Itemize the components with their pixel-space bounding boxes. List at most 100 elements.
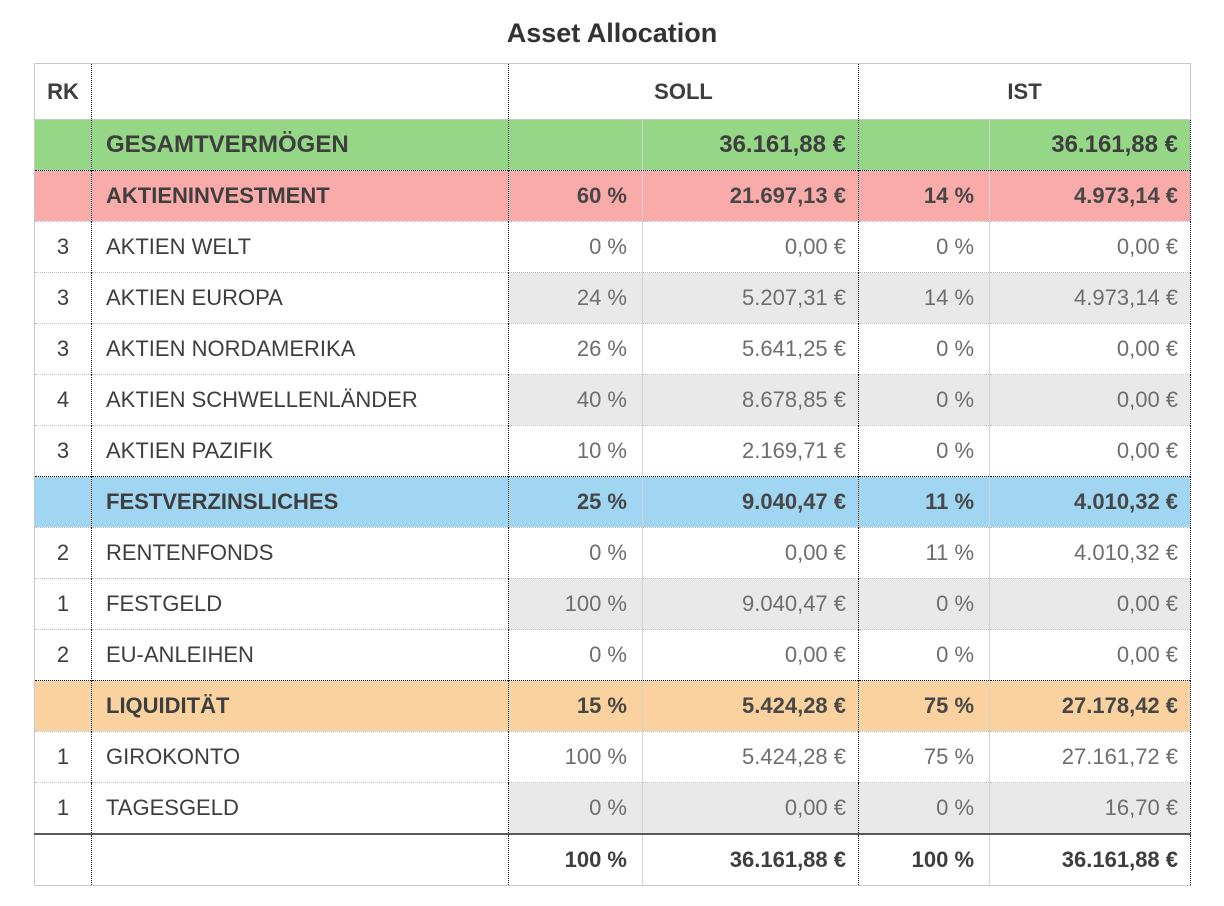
cell-ist-amount[interactable]: 0,00 € (989, 425, 1192, 477)
cell-rk[interactable] (34, 476, 92, 528)
cell-soll-percent[interactable]: 15 % (508, 680, 643, 732)
cell-soll-amount[interactable]: 0,00 € (642, 527, 860, 579)
cell-soll-amount[interactable]: 9.040,47 € (642, 476, 860, 528)
cell-rk[interactable]: 1 (34, 731, 92, 783)
cell-soll-percent[interactable]: 100 % (508, 833, 643, 886)
cell-ist-percent[interactable]: 100 % (858, 833, 991, 886)
cell-rk[interactable]: 1 (34, 782, 92, 834)
cell-soll-percent[interactable]: 100 % (508, 578, 643, 630)
column-header-rk[interactable]: RK (34, 63, 92, 120)
column-header-ist[interactable]: IST (858, 63, 1192, 120)
cell-name[interactable]: TAGESGELD (91, 782, 509, 834)
cell-soll-amount[interactable]: 2.169,71 € (642, 425, 860, 477)
table-row: 3 AKTIEN WELT 0 % 0,00 €0 % 0,00 € (34, 221, 1192, 273)
cell-rk[interactable]: 3 (34, 272, 92, 324)
cell-rk[interactable]: 3 (34, 221, 92, 273)
cell-soll-percent[interactable]: 0 % (508, 527, 643, 579)
cell-soll-percent[interactable] (508, 119, 643, 171)
cell-rk[interactable]: 2 (34, 527, 92, 579)
cell-ist-amount[interactable]: 0,00 € (989, 374, 1192, 426)
cell-name[interactable]: AKTIEN PAZIFIK (91, 425, 509, 477)
cell-ist-percent[interactable]: 0 % (858, 629, 991, 681)
cell-soll-percent[interactable]: 26 % (508, 323, 643, 375)
cell-ist-amount[interactable]: 36.161,88 € (989, 119, 1192, 171)
cell-ist-percent[interactable]: 0 % (858, 782, 991, 834)
cell-ist-amount[interactable]: 0,00 € (989, 629, 1192, 681)
cell-name[interactable]: AKTIEN SCHWELLENLÄNDER (91, 374, 509, 426)
column-header-soll[interactable]: SOLL (508, 63, 860, 120)
cell-ist-percent[interactable] (858, 119, 991, 171)
cell-soll-percent[interactable]: 0 % (508, 221, 643, 273)
cell-soll-percent[interactable]: 100 % (508, 731, 643, 783)
cell-ist-amount[interactable]: 0,00 € (989, 578, 1192, 630)
cell-ist-amount[interactable]: 16,70 € (989, 782, 1192, 834)
cell-name[interactable] (91, 833, 509, 886)
cell-soll-amount[interactable]: 21.697,13 € (642, 170, 860, 222)
cell-soll-percent[interactable]: 0 % (508, 629, 643, 681)
cell-name[interactable]: AKTIENINVESTMENT (91, 170, 509, 222)
cell-soll-amount[interactable]: 5.424,28 € (642, 731, 860, 783)
cell-soll-percent[interactable]: 0 % (508, 782, 643, 834)
cell-name[interactable]: FESTGELD (91, 578, 509, 630)
cell-soll-percent[interactable]: 10 % (508, 425, 643, 477)
cell-ist-percent[interactable]: 11 % (858, 527, 991, 579)
cell-name[interactable]: AKTIEN WELT (91, 221, 509, 273)
table-row: 3 AKTIEN NORDAMERIKA 26 % 5.641,25 €0 % 0,00… (34, 323, 1192, 375)
cell-ist-amount[interactable]: 4.010,32 € (989, 476, 1192, 528)
cell-rk[interactable]: 1 (34, 578, 92, 630)
cell-rk[interactable] (34, 119, 92, 171)
cell-soll-percent[interactable]: 60 % (508, 170, 643, 222)
cell-soll-percent[interactable]: 25 % (508, 476, 643, 528)
cell-soll-amount[interactable]: 36.161,88 € (642, 833, 860, 886)
cell-ist-percent[interactable]: 0 % (858, 425, 991, 477)
cell-name[interactable]: RENTENFONDS (91, 527, 509, 579)
cell-soll-amount[interactable]: 36.161,88 € (642, 119, 860, 171)
cell-soll-amount[interactable]: 5.207,31 € (642, 272, 860, 324)
table-row: 1 GIROKONTO 100 % 5.424,28 €75 % 27.161,72 € (34, 731, 1192, 783)
cell-ist-amount[interactable]: 4.973,14 € (989, 272, 1192, 324)
cell-ist-amount[interactable]: 27.161,72 € (989, 731, 1192, 783)
cell-ist-percent[interactable]: 14 % (858, 272, 991, 324)
cell-ist-amount[interactable]: 36.161,88 € (989, 833, 1192, 886)
cell-ist-percent[interactable]: 75 % (858, 731, 991, 783)
cell-ist-percent[interactable]: 0 % (858, 578, 991, 630)
cell-ist-percent[interactable]: 0 % (858, 323, 991, 375)
cell-soll-amount[interactable]: 9.040,47 € (642, 578, 860, 630)
cell-rk[interactable]: 4 (34, 374, 92, 426)
column-header-name[interactable] (91, 63, 509, 120)
table-row: LIQUIDITÄT 15 % 5.424,28 €75 % 27.178,42 € (34, 680, 1192, 732)
cell-ist-percent[interactable]: 14 % (858, 170, 991, 222)
cell-ist-percent[interactable]: 75 % (858, 680, 991, 732)
cell-ist-percent[interactable]: 0 % (858, 374, 991, 426)
cell-ist-amount[interactable]: 4.973,14 € (989, 170, 1192, 222)
cell-rk[interactable]: 3 (34, 323, 92, 375)
cell-name[interactable]: GIROKONTO (91, 731, 509, 783)
cell-name[interactable]: FESTVERZINSLICHES (91, 476, 509, 528)
cell-name[interactable]: GESAMTVERMÖGEN (91, 119, 509, 171)
cell-ist-amount[interactable]: 4.010,32 € (989, 527, 1192, 579)
cell-name[interactable]: LIQUIDITÄT (91, 680, 509, 732)
cell-ist-amount[interactable]: 27.178,42 € (989, 680, 1192, 732)
cell-ist-amount[interactable]: 0,00 € (989, 323, 1192, 375)
cell-rk[interactable] (34, 170, 92, 222)
cell-ist-amount[interactable]: 0,00 € (989, 221, 1192, 273)
cell-rk[interactable] (34, 680, 92, 732)
cell-name[interactable]: AKTIEN EUROPA (91, 272, 509, 324)
cell-soll-amount[interactable]: 5.641,25 € (642, 323, 860, 375)
cell-soll-percent[interactable]: 40 % (508, 374, 643, 426)
table-row: 2 EU-ANLEIHEN 0 % 0,00 €0 % 0,00 € (34, 629, 1192, 681)
table-row: 100 % 36.161,88 €100 % 36.161,88 € (34, 833, 1192, 886)
cell-soll-amount[interactable]: 5.424,28 € (642, 680, 860, 732)
cell-soll-amount[interactable]: 0,00 € (642, 629, 860, 681)
cell-name[interactable]: EU-ANLEIHEN (91, 629, 509, 681)
cell-ist-percent[interactable]: 11 % (858, 476, 991, 528)
cell-ist-percent[interactable]: 0 % (858, 221, 991, 273)
cell-rk[interactable] (34, 833, 92, 886)
cell-soll-amount[interactable]: 0,00 € (642, 782, 860, 834)
cell-rk[interactable]: 3 (34, 425, 92, 477)
cell-soll-amount[interactable]: 0,00 € (642, 221, 860, 273)
cell-name[interactable]: AKTIEN NORDAMERIKA (91, 323, 509, 375)
cell-soll-amount[interactable]: 8.678,85 € (642, 374, 860, 426)
cell-soll-percent[interactable]: 24 % (508, 272, 643, 324)
cell-rk[interactable]: 2 (34, 629, 92, 681)
